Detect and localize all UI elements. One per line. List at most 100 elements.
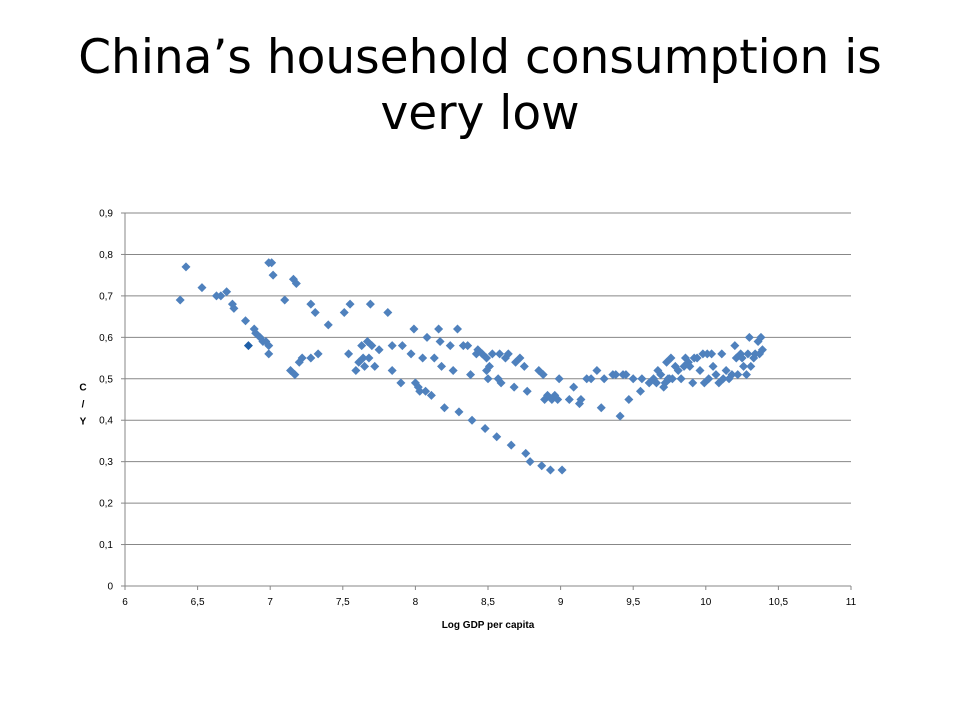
data-point: [297, 353, 307, 363]
data-point: [480, 424, 490, 434]
x-tick-label: 11: [846, 597, 857, 608]
data-point: [757, 345, 767, 355]
data-point: [306, 299, 316, 309]
data-point: [522, 386, 532, 396]
data-point: [503, 349, 513, 359]
data-point: [621, 370, 631, 380]
data-point: [344, 349, 354, 359]
data-point: [538, 370, 548, 380]
data-point: [435, 336, 445, 346]
data-point: [264, 349, 274, 359]
data-points: [175, 258, 767, 475]
data-point: [323, 320, 333, 330]
data-point: [695, 365, 705, 375]
data-point: [707, 349, 717, 359]
data-point: [339, 307, 349, 317]
data-point: [484, 361, 494, 371]
data-point: [360, 361, 370, 371]
data-point: [383, 307, 393, 317]
x-tick-label: 8: [413, 597, 419, 608]
data-point: [741, 370, 751, 380]
data-point: [422, 332, 432, 342]
data-point: [345, 299, 355, 309]
data-point: [415, 386, 425, 396]
x-tick-label: 6,5: [191, 597, 205, 608]
data-point: [666, 353, 676, 363]
data-point: [717, 349, 727, 359]
data-point: [635, 386, 645, 396]
data-point: [628, 374, 638, 384]
data-point: [397, 341, 407, 351]
data-point: [396, 378, 406, 388]
data-point: [564, 395, 574, 404]
data-point: [656, 370, 666, 380]
data-point: [453, 324, 463, 334]
data-point: [421, 386, 431, 396]
x-tick-labels: 6 6,5 7 7,5 8 8,5 9 9,5 10 10,5 11: [122, 597, 856, 608]
x-tick-label: 6: [122, 597, 128, 608]
data-point: [737, 353, 747, 363]
data-point: [181, 262, 191, 272]
data-point: [496, 378, 506, 388]
data-point: [434, 324, 444, 334]
data-point: [351, 365, 361, 375]
data-point: [545, 465, 555, 475]
data-point: [743, 349, 753, 359]
y-tick-label: 0,6: [99, 333, 113, 344]
data-point: [718, 374, 728, 384]
data-point: [704, 374, 714, 384]
data-point: [310, 307, 320, 317]
data-point: [569, 382, 579, 392]
x-axis-title: Log GDP per capita: [442, 620, 535, 631]
data-point: [418, 353, 428, 363]
y-tick-label: 0: [107, 582, 113, 593]
data-point: [463, 341, 473, 351]
data-point: [519, 361, 529, 371]
data-point: [557, 465, 567, 475]
data-point: [576, 395, 586, 404]
data-point: [746, 361, 756, 371]
y-tick-label: 0,3: [99, 457, 113, 468]
data-point: [175, 295, 185, 305]
data-point: [454, 407, 464, 417]
axes: [121, 212, 852, 590]
data-point: [439, 403, 449, 413]
x-tick-label: 7: [267, 597, 273, 608]
data-point: [611, 370, 621, 380]
data-point: [483, 374, 493, 384]
data-point: [553, 395, 563, 404]
data-point: [357, 341, 367, 351]
data-point: [756, 332, 766, 342]
data-point: [586, 374, 596, 384]
data-point: [521, 448, 531, 458]
data-point: [429, 353, 439, 363]
data-point: [688, 378, 698, 388]
data-point: [676, 374, 686, 384]
data-point: [426, 390, 436, 400]
data-point: [365, 299, 375, 309]
data-point: [364, 353, 374, 363]
data-point: [268, 270, 278, 280]
data-point: [624, 395, 634, 404]
data-point: [280, 295, 290, 305]
y-axis-title: C / Y: [79, 383, 86, 428]
data-point: [291, 278, 301, 288]
data-point: [708, 361, 718, 371]
data-point: [651, 378, 661, 388]
data-point: [409, 324, 419, 334]
data-point: [437, 361, 447, 371]
data-point: [387, 365, 397, 375]
data-point: [685, 361, 695, 371]
x-tick-label: 7,5: [336, 597, 350, 608]
x-tick-label: 9: [558, 597, 564, 608]
data-point: [267, 258, 277, 268]
x-tick-label: 10,5: [769, 597, 789, 608]
data-point: [387, 341, 397, 351]
data-point: [495, 349, 505, 359]
data-point: [673, 365, 683, 375]
data-point: [525, 457, 535, 467]
data-point: [448, 365, 458, 375]
data-point: [733, 370, 743, 380]
data-point: [692, 353, 702, 363]
